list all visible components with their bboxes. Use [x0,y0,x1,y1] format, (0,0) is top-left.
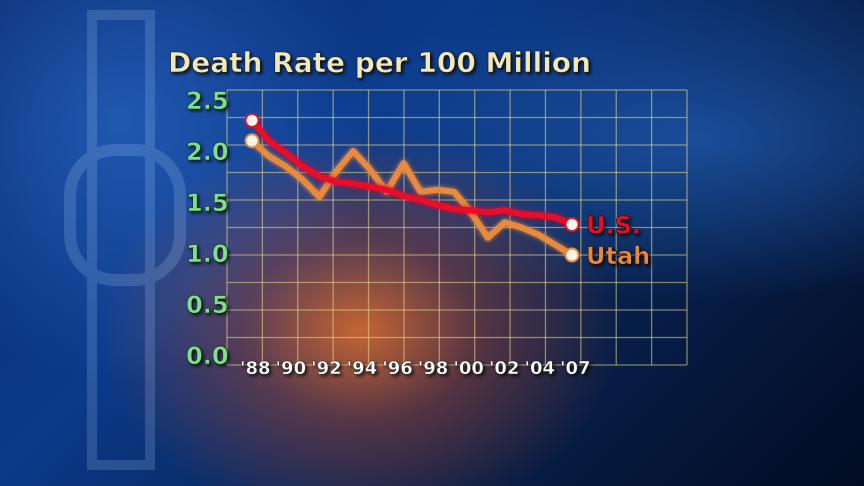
plot-area [226,89,688,366]
series-point-utah-start [244,133,260,149]
x-tick-label: '90 [276,358,307,379]
series-line-utah [249,137,575,258]
series-labels: U.S. Utah [586,211,651,270]
x-axis-ticks: '88'90'92'94'96'98'00'02'04'07 [240,358,591,379]
x-tick-label: '02 [489,358,520,379]
x-tick-label: '00 [453,358,484,379]
series-endpoints [244,112,580,263]
x-tick-label: '92 [311,358,342,379]
series-lines [249,117,575,258]
series-label-u-s: U.S. [586,211,641,239]
grid-lines [226,89,688,366]
series-line-u-s [249,117,575,228]
series-label-utah: Utah [586,242,650,270]
chart-title: Death Rate per 100 Million [168,46,591,79]
y-tick-label: 2.0 [186,138,229,166]
x-tick-label: '96 [382,358,413,379]
x-tick-label: '07 [560,358,591,379]
station-logo-watermark [64,10,186,470]
y-tick-label: 2.5 [186,87,229,115]
y-tick-label: 0.0 [186,342,229,370]
x-tick-label: '04 [524,358,555,379]
x-tick-label: '88 [240,358,271,379]
y-tick-label: 1.0 [186,240,229,268]
y-tick-label: 1.5 [186,189,229,217]
series-point-utah-end [564,247,580,263]
x-tick-label: '94 [347,358,378,379]
series-point-u-s-start [244,112,260,128]
y-tick-label: 0.5 [186,291,229,319]
series-point-u-s-end [564,216,580,232]
y-axis-ticks: 0.0 0.5 1.0 1.5 2.0 2.5 [186,87,229,371]
x-tick-label: '98 [418,358,449,379]
